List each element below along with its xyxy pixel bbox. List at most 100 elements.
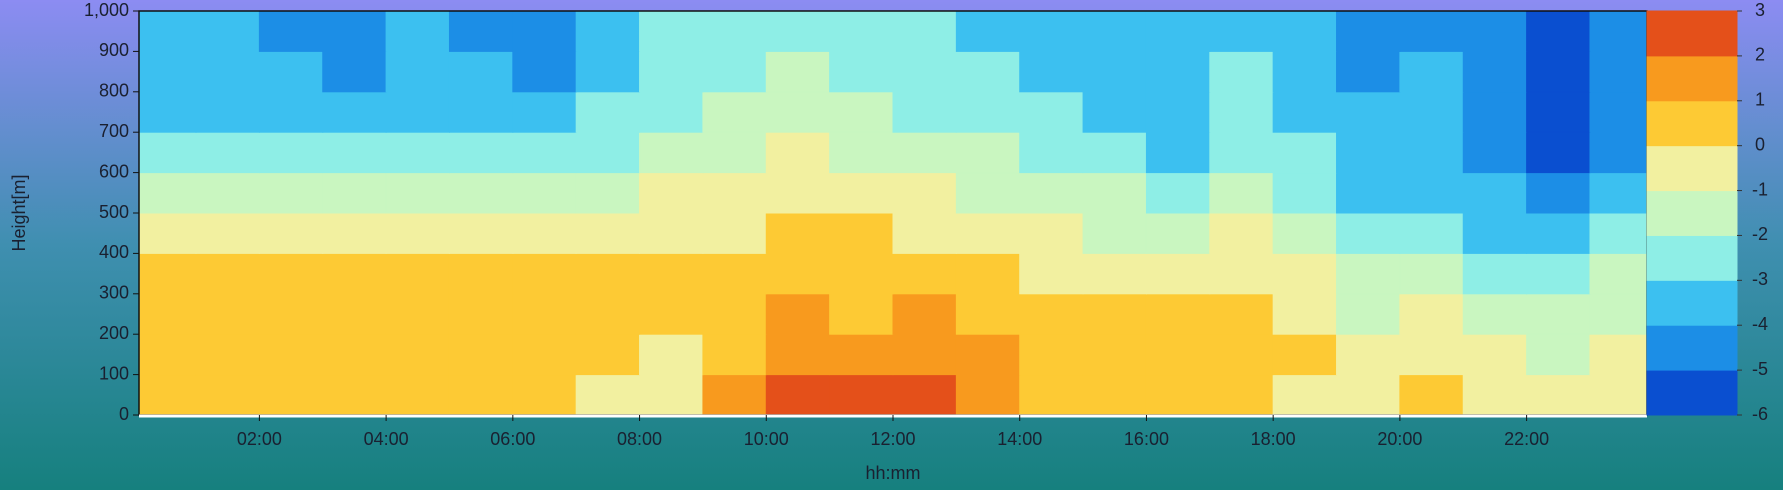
contour-cell	[1272, 374, 1338, 415]
contour-cell	[1209, 333, 1274, 376]
colorbar-band	[1646, 369, 1738, 416]
y-tick-label: 400	[99, 242, 129, 262]
contour-cell	[448, 91, 514, 133]
contour-cell	[765, 131, 831, 174]
contour-cell	[1209, 172, 1274, 214]
contour-cell	[702, 91, 767, 133]
y-tick-label: 100	[99, 363, 129, 383]
y-tick-label: 600	[99, 161, 129, 181]
contour-cell	[512, 91, 577, 133]
contour-cell	[258, 11, 324, 52]
contour-cell	[195, 293, 260, 335]
contour-cell	[765, 333, 831, 376]
contour-cell	[1272, 333, 1338, 376]
contour-cell	[765, 91, 831, 133]
contour-cell	[258, 252, 324, 295]
contour-cell	[575, 11, 641, 52]
contour-cell	[195, 50, 260, 93]
contour-cell	[1399, 293, 1464, 335]
contour-cell	[1589, 172, 1647, 214]
contour-cell	[139, 91, 197, 133]
contour-cell	[892, 11, 957, 52]
contour-cell	[575, 50, 641, 93]
contour-cell	[1082, 212, 1147, 254]
contour-cell	[575, 252, 641, 295]
contour-cell	[892, 333, 957, 376]
contour-cell	[1526, 11, 1591, 52]
y-tick-label: 900	[99, 40, 129, 60]
contour-cell	[1526, 172, 1591, 214]
contour-cell	[512, 293, 577, 335]
contour-cell	[1082, 131, 1147, 174]
contour-cell	[765, 212, 831, 254]
contour-cell	[139, 131, 197, 174]
contour-cell	[892, 374, 957, 415]
contour-cell	[1462, 172, 1528, 214]
contour-cell	[955, 91, 1021, 133]
contour-cell	[702, 252, 767, 295]
contour-cell	[139, 50, 197, 93]
contour-cell	[258, 172, 324, 214]
contour-cell	[1209, 131, 1274, 174]
contour-cell	[892, 293, 957, 335]
x-tick-label: 14:00	[997, 429, 1042, 449]
contour-cell	[1462, 91, 1528, 133]
contour-cell	[1209, 293, 1274, 335]
contour-cell	[829, 50, 894, 93]
contour-cell	[829, 293, 894, 335]
contour-cell	[1399, 50, 1464, 93]
contour-cell	[1336, 333, 1401, 376]
y-tick-label: 200	[99, 323, 129, 343]
contour-cell	[1462, 131, 1528, 174]
colorbar-band	[1646, 145, 1738, 192]
contour-cell	[448, 333, 514, 376]
colorbar-label: -4	[1752, 314, 1768, 334]
contour-cell	[1272, 91, 1338, 133]
contour-cell	[575, 374, 641, 415]
contour-cell	[195, 172, 260, 214]
contour-cell	[639, 50, 704, 93]
y-tick-label: 700	[99, 121, 129, 141]
contour-cell	[1399, 11, 1464, 52]
contour-cell	[1462, 11, 1528, 52]
contour-cell	[1145, 252, 1211, 295]
contour-cell	[639, 252, 704, 295]
contour-cell	[575, 91, 641, 133]
contour-cell	[702, 333, 767, 376]
contour-cell	[385, 293, 450, 335]
contour-cell	[955, 293, 1021, 335]
contour-cell	[765, 252, 831, 295]
x-tick-label: 20:00	[1377, 429, 1422, 449]
contour-cell	[195, 252, 260, 295]
contour-cell	[829, 333, 894, 376]
contour-cell	[512, 212, 577, 254]
contour-cell	[639, 172, 704, 214]
contour-cell	[892, 252, 957, 295]
x-tick-label: 08:00	[617, 429, 662, 449]
contour-cell	[829, 252, 894, 295]
contour-cell	[639, 333, 704, 376]
contour-cell	[829, 172, 894, 214]
contour-cell	[1336, 293, 1401, 335]
contour-cell	[1209, 91, 1274, 133]
colorbar-label: -3	[1752, 269, 1768, 289]
contour-cell	[765, 293, 831, 335]
contour-cell	[1082, 252, 1147, 295]
x-tick-label: 22:00	[1504, 429, 1549, 449]
colorbar-band	[1646, 190, 1738, 236]
contour-cell	[512, 11, 577, 52]
contour-cell	[1082, 374, 1147, 415]
colorbar-label: -2	[1752, 224, 1768, 244]
contour-cell	[639, 212, 704, 254]
contour-cell	[1589, 91, 1647, 133]
contour-cell	[702, 172, 767, 214]
contour-cell	[1145, 11, 1211, 52]
contour-cell	[575, 293, 641, 335]
contour-cell	[1272, 212, 1338, 254]
colorbar-band	[1646, 324, 1738, 371]
contour-cell	[1399, 91, 1464, 133]
contour-cell	[512, 172, 577, 214]
contour-cell	[512, 252, 577, 295]
contour-cell	[1145, 374, 1211, 415]
contour-cell	[955, 172, 1021, 214]
